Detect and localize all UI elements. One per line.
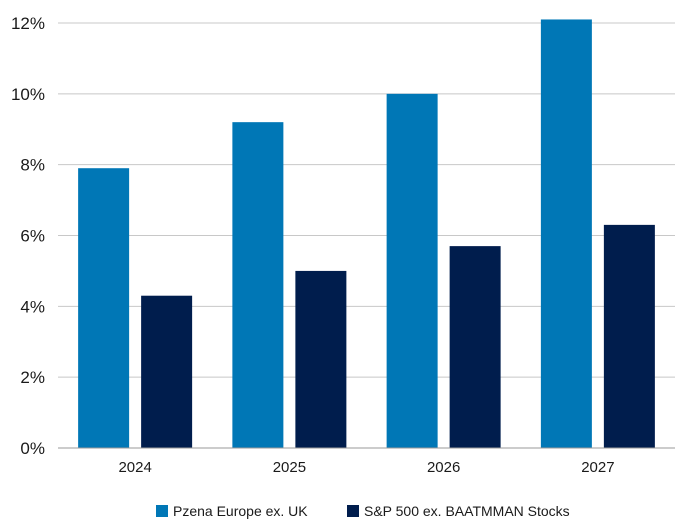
bars (78, 19, 655, 449)
x-tick-label: 2024 (118, 459, 151, 476)
x-tick-label: 2025 (273, 459, 306, 476)
bar-sp500-2024 (141, 295, 193, 448)
y-tick-label: 0% (20, 439, 45, 458)
legend-label: S&P 500 ex. BAATMMAN Stocks (364, 503, 570, 519)
bar-sp500-2025 (295, 270, 347, 448)
bar-pzena-2025 (232, 122, 284, 449)
bar-pzena-2026 (386, 93, 438, 448)
y-axis-ticks: 0% 2% 4% 6% 8% 10% 12% (11, 14, 45, 458)
x-tick-label: 2026 (427, 459, 460, 476)
y-tick-label: 4% (20, 297, 45, 316)
x-tick-label: 2027 (581, 459, 614, 476)
y-tick-label: 10% (11, 85, 45, 104)
legend-swatch (347, 505, 359, 517)
y-tick-label: 6% (20, 227, 45, 246)
y-tick-label: 12% (11, 14, 45, 33)
bar-pzena-2027 (540, 19, 592, 448)
bar-sp500-2027 (603, 224, 655, 448)
legend: Pzena Europe ex. UK S&P 500 ex. BAATMMAN … (156, 503, 570, 519)
legend-swatch (156, 505, 168, 517)
x-axis-ticks: 2024 2025 2026 2027 (118, 459, 614, 476)
y-tick-label: 8% (20, 156, 45, 175)
bar-sp500-2026 (449, 246, 501, 448)
bar-pzena-2024 (78, 168, 130, 449)
legend-label: Pzena Europe ex. UK (173, 503, 308, 519)
y-tick-label: 2% (20, 368, 45, 387)
